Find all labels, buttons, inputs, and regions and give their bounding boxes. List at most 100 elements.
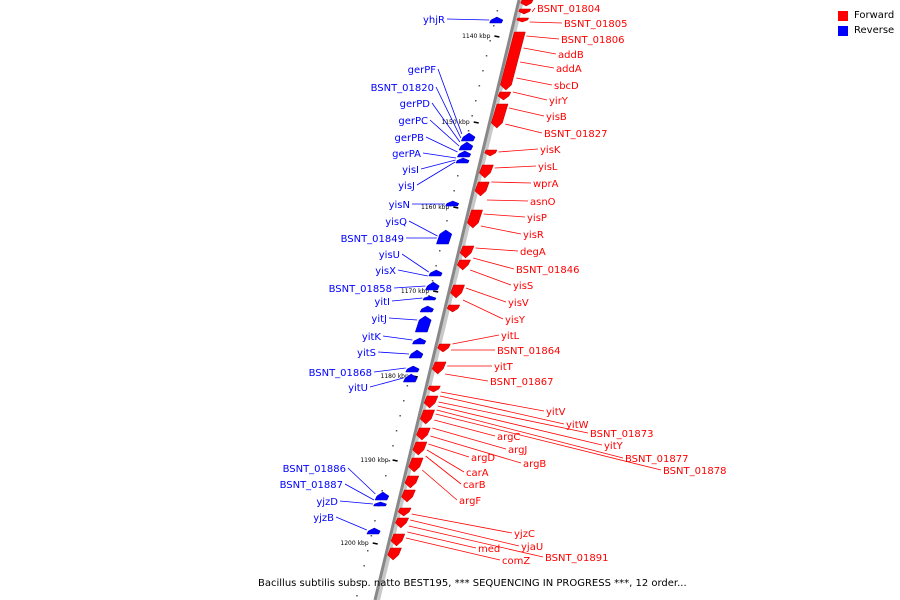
forward-gene-label: BSNT_01891	[545, 553, 608, 564]
forward-gene-arrow	[518, 8, 532, 15]
forward-leader-line	[428, 443, 470, 458]
reverse-leader-line	[425, 136, 458, 153]
forward-gene-label: BSNT_01878	[663, 466, 726, 477]
scale-tick	[494, 35, 500, 38]
forward-gene-label: yisS	[513, 281, 533, 292]
scale-dot	[439, 250, 441, 252]
reverse-gene-label: BSNT_01820	[371, 83, 434, 94]
forward-gene-label: yisR	[523, 230, 544, 241]
reverse-gene-arrow	[366, 527, 381, 535]
forward-gene-arrow	[408, 457, 424, 473]
forward-leader-line	[531, 7, 536, 13]
scale-dot	[496, 10, 499, 12]
reverse-gene-label: yjzB	[313, 513, 334, 524]
reverse-gene-label: gerPB	[394, 133, 424, 144]
reverse-gene-label: BSNT_01868	[309, 368, 372, 379]
legend-forward-label: Forward	[854, 10, 895, 21]
reverse-gene-arrow	[458, 141, 474, 151]
scale-tick	[392, 459, 398, 462]
reverse-leader-line	[373, 367, 406, 373]
forward-leader-line	[445, 373, 489, 382]
forward-gene-arrow	[479, 164, 494, 179]
scale-dot	[363, 565, 365, 567]
forward-gene-arrow	[423, 395, 439, 409]
reverse-gene-arrow	[456, 150, 472, 158]
scale-dot	[478, 85, 481, 87]
reverse-gene-label: BSNT_01887	[280, 480, 343, 491]
scale-label: 1180 kbp	[381, 373, 409, 380]
scale-tick	[473, 121, 479, 124]
forward-gene-arrow	[516, 17, 530, 23]
reverse-gene-arrow	[460, 132, 476, 142]
forward-leader-line	[472, 257, 515, 270]
label-leader-lines	[335, 7, 662, 561]
scale-tick	[433, 290, 439, 293]
forward-gene-arrow	[497, 91, 512, 101]
reverse-gene-label: yitI	[374, 297, 390, 308]
reverse-gene-label: yjzD	[316, 497, 338, 508]
reverse-leader-line	[388, 317, 418, 321]
reverse-leader-line	[391, 297, 423, 302]
forward-gene-label: argB	[523, 459, 546, 470]
reverse-gene-arrow	[373, 501, 387, 507]
forward-leader-line	[494, 165, 537, 169]
scale-dot	[406, 385, 409, 387]
forward-gene-arrow	[404, 475, 420, 489]
reverse-gene-label: gerPD	[400, 99, 431, 110]
scale-dot	[356, 595, 358, 597]
map-caption: Bacillus subtilis subsp. natto BEST195, …	[258, 578, 687, 589]
forward-leader-line	[411, 513, 513, 534]
scale-dot	[367, 550, 369, 552]
scale-dot	[485, 55, 488, 57]
forward-gene-label: yitW	[566, 420, 589, 431]
forward-gene-label: BSNT_01877	[625, 454, 688, 465]
reverse-gene-label: yitU	[348, 383, 368, 394]
forward-gene-label: BSNT_01846	[516, 265, 579, 276]
scale-dot	[489, 40, 491, 42]
forward-gene-arrow	[387, 547, 402, 561]
forward-gene-label: yitT	[494, 362, 514, 373]
forward-leader-line	[509, 107, 545, 117]
forward-gene-label: carA	[466, 468, 489, 479]
forward-gene-arrow	[520, 0, 534, 7]
forward-leader-line	[529, 21, 563, 24]
reverse-gene-arrow	[425, 281, 440, 291]
forward-gene-label: carB	[463, 480, 486, 491]
forward-leader-line	[470, 269, 512, 286]
reverse-gene-label: yitK	[362, 332, 382, 343]
forward-gene-label: BSNT_01867	[490, 377, 553, 388]
forward-leader-line	[432, 427, 507, 450]
forward-gene-label: yitL	[501, 331, 520, 342]
forward-gene-label: yitV	[546, 407, 566, 418]
forward-gene-label: BSNT_01804	[537, 4, 600, 15]
forward-leader-line	[452, 334, 500, 345]
reverse-leader-line	[420, 159, 456, 170]
reverse-leader-line	[416, 161, 456, 186]
scale-dot	[453, 190, 455, 192]
forward-gene-arrow	[412, 441, 428, 456]
forward-leader-line	[512, 91, 548, 101]
scale-dot	[374, 520, 376, 522]
scale-dot	[457, 175, 459, 177]
forward-gene-label: argF	[459, 496, 481, 507]
forward-leader-line	[426, 449, 465, 473]
reverse-leader-line	[344, 483, 375, 501]
forward-gene-label: BSNT_01806	[561, 35, 624, 46]
reverse-leader-line	[401, 253, 429, 273]
reverse-gene-arrow	[436, 229, 453, 245]
forward-gene-arrow	[390, 533, 406, 547]
scale-dot	[359, 580, 362, 582]
reverse-gene-arrow	[428, 269, 443, 277]
forward-gene-arrow	[427, 385, 441, 393]
forward-gene-label: yisV	[508, 298, 529, 309]
legend-reverse-label: Reverse	[854, 25, 895, 36]
forward-swatch	[838, 10, 848, 21]
reverse-gene-label: yisU	[379, 250, 400, 261]
forward-gene-arrow	[459, 245, 475, 259]
reverse-gene-arrow	[489, 16, 504, 24]
forward-leader-line	[440, 391, 545, 412]
scale-dot	[475, 100, 477, 102]
forward-gene-arrow	[431, 361, 447, 375]
forward-gene-label: yisB	[546, 112, 567, 123]
forward-gene-label: argC	[497, 432, 520, 443]
